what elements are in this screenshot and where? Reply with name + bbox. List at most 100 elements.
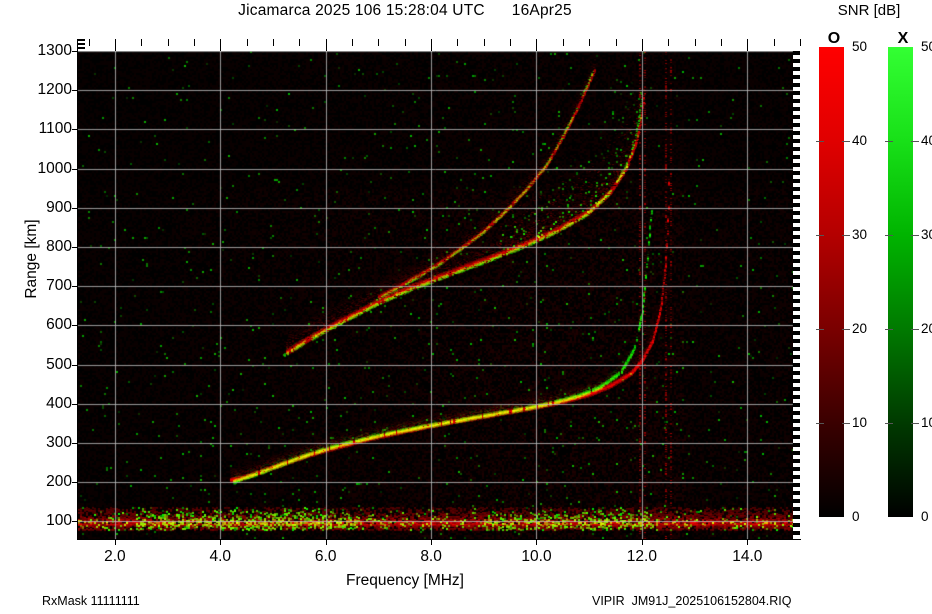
x-minor-tick-top [668, 39, 669, 46]
x-minor-tick-top [536, 39, 537, 51]
x-tick [642, 539, 643, 545]
x-minor-tick-top [326, 39, 327, 51]
colorbar-tick-label: 0 [921, 509, 929, 524]
x-minor-tick-top [510, 39, 511, 46]
x-minor-tick-top [800, 39, 801, 46]
x-minor-tick-top [115, 39, 116, 51]
x-minor-tick-top [563, 39, 564, 46]
x-tick [431, 539, 432, 545]
x-minor-tick-top [484, 39, 485, 46]
x-minor-tick-top [695, 39, 696, 46]
x-minor-tick-top [589, 39, 590, 46]
x-minor-tick-top [774, 39, 775, 46]
x-minor-tick-top [247, 39, 248, 46]
plot-top-band [78, 39, 800, 51]
y-tick [72, 482, 78, 483]
colorbar-x-letter: X [897, 30, 909, 47]
x-tick [220, 539, 221, 545]
y-tick [72, 286, 78, 287]
y-tick [72, 443, 78, 444]
y-tick [72, 325, 78, 326]
y-tick-label: 1200 [37, 81, 72, 99]
x-minor-tick-top [168, 39, 169, 46]
ionogram-plot [78, 39, 800, 539]
x-tick-label: 2.0 [104, 548, 126, 565]
x-minor-tick-top [616, 39, 617, 46]
axis-spine-topleft-ticks [78, 39, 85, 51]
x-tick-label: 14.0 [732, 548, 763, 565]
y-tick-label: 1000 [37, 159, 72, 177]
x-minor-tick-top [378, 39, 379, 46]
x-minor-tick-top [352, 39, 353, 46]
colorbar-tick-label: 50 [921, 39, 932, 54]
colorbar-tick [911, 423, 919, 424]
colorbar-tick-label: 40 [921, 133, 932, 148]
x-minor-tick-top [457, 39, 458, 46]
x-minor-tick-top [141, 39, 142, 46]
x-tick-label: 12.0 [626, 548, 657, 565]
x-minor-tick-top [220, 39, 221, 51]
y-tick [72, 365, 78, 366]
colorbar-tick-label: 20 [852, 321, 868, 336]
x-minor-tick-top [642, 39, 643, 51]
y-tick [72, 404, 78, 405]
y-tick-label: 900 [46, 198, 72, 216]
colorbar-o-mode [819, 47, 844, 517]
y-tick-label: 100 [46, 512, 72, 530]
colorbar-tick-label: 10 [921, 415, 932, 430]
colorbar-tick [842, 329, 850, 330]
x-tick-label: 10.0 [521, 548, 552, 565]
source-filename: VIPIR JM91J_2025106152804.RIQ [592, 594, 792, 608]
x-minor-tick-top [747, 39, 748, 51]
colorbar-tick [842, 423, 850, 424]
colorbar-tick [885, 423, 893, 424]
x-minor-tick-top [431, 39, 432, 51]
colorbar-title: SNR [dB] [837, 2, 901, 19]
y-tick-label: 1100 [38, 120, 72, 138]
colorbar-tick [911, 329, 919, 330]
y-tick [72, 129, 78, 130]
x-minor-tick-top [721, 39, 722, 46]
colorbar-tick-label: 0 [852, 509, 860, 524]
x-tick-label: 4.0 [209, 548, 232, 565]
axis-spine-left [77, 39, 78, 539]
x-minor-tick-top [89, 39, 90, 46]
x-tick [747, 539, 748, 545]
x-axis-label: Frequency [MHz] [345, 572, 464, 589]
y-tick [72, 51, 78, 52]
colorbar-tick [816, 141, 824, 142]
ionogram-canvas [78, 39, 800, 539]
colorbar-tick-label: 20 [921, 321, 932, 336]
x-minor-tick-top [405, 39, 406, 46]
x-minor-tick-top [194, 39, 195, 46]
x-tick [115, 539, 116, 545]
colorbar-x-mode [888, 47, 913, 517]
x-tick-label: 6.0 [314, 548, 337, 565]
colorbar-tick-label: 30 [852, 227, 868, 242]
x-tick [326, 539, 327, 545]
colorbar-tick [885, 235, 893, 236]
y-tick [72, 247, 78, 248]
colorbar-tick [885, 329, 893, 330]
y-tick [72, 208, 78, 209]
y-tick-label: 1300 [37, 42, 72, 59]
y-tick-label: 600 [46, 316, 72, 334]
y-tick-label: 500 [46, 355, 72, 373]
y-tick-label: 800 [46, 237, 72, 255]
colorbar-tick [842, 235, 850, 236]
colorbar-tick [816, 423, 824, 424]
colorbar-tick-label: 30 [921, 227, 932, 242]
colorbar-tick-label: 40 [852, 133, 868, 148]
colorbar-tick [816, 329, 824, 330]
x-minor-tick-top [299, 39, 300, 46]
y-tick-label: 300 [46, 433, 72, 451]
x-minor-tick-top [273, 39, 274, 46]
y-tick-label: 400 [46, 394, 72, 412]
colorbar-tick-label: 50 [852, 39, 868, 54]
y-tick [72, 169, 78, 170]
axis-spine-right-ticks [793, 51, 800, 539]
colorbar-o-letter: O [827, 30, 841, 47]
x-tick [536, 539, 537, 545]
page-title: Jicamarca 2025 106 15:28:04 UTC 16Apr25 [238, 2, 572, 19]
axis-spine-bottom [77, 539, 801, 540]
